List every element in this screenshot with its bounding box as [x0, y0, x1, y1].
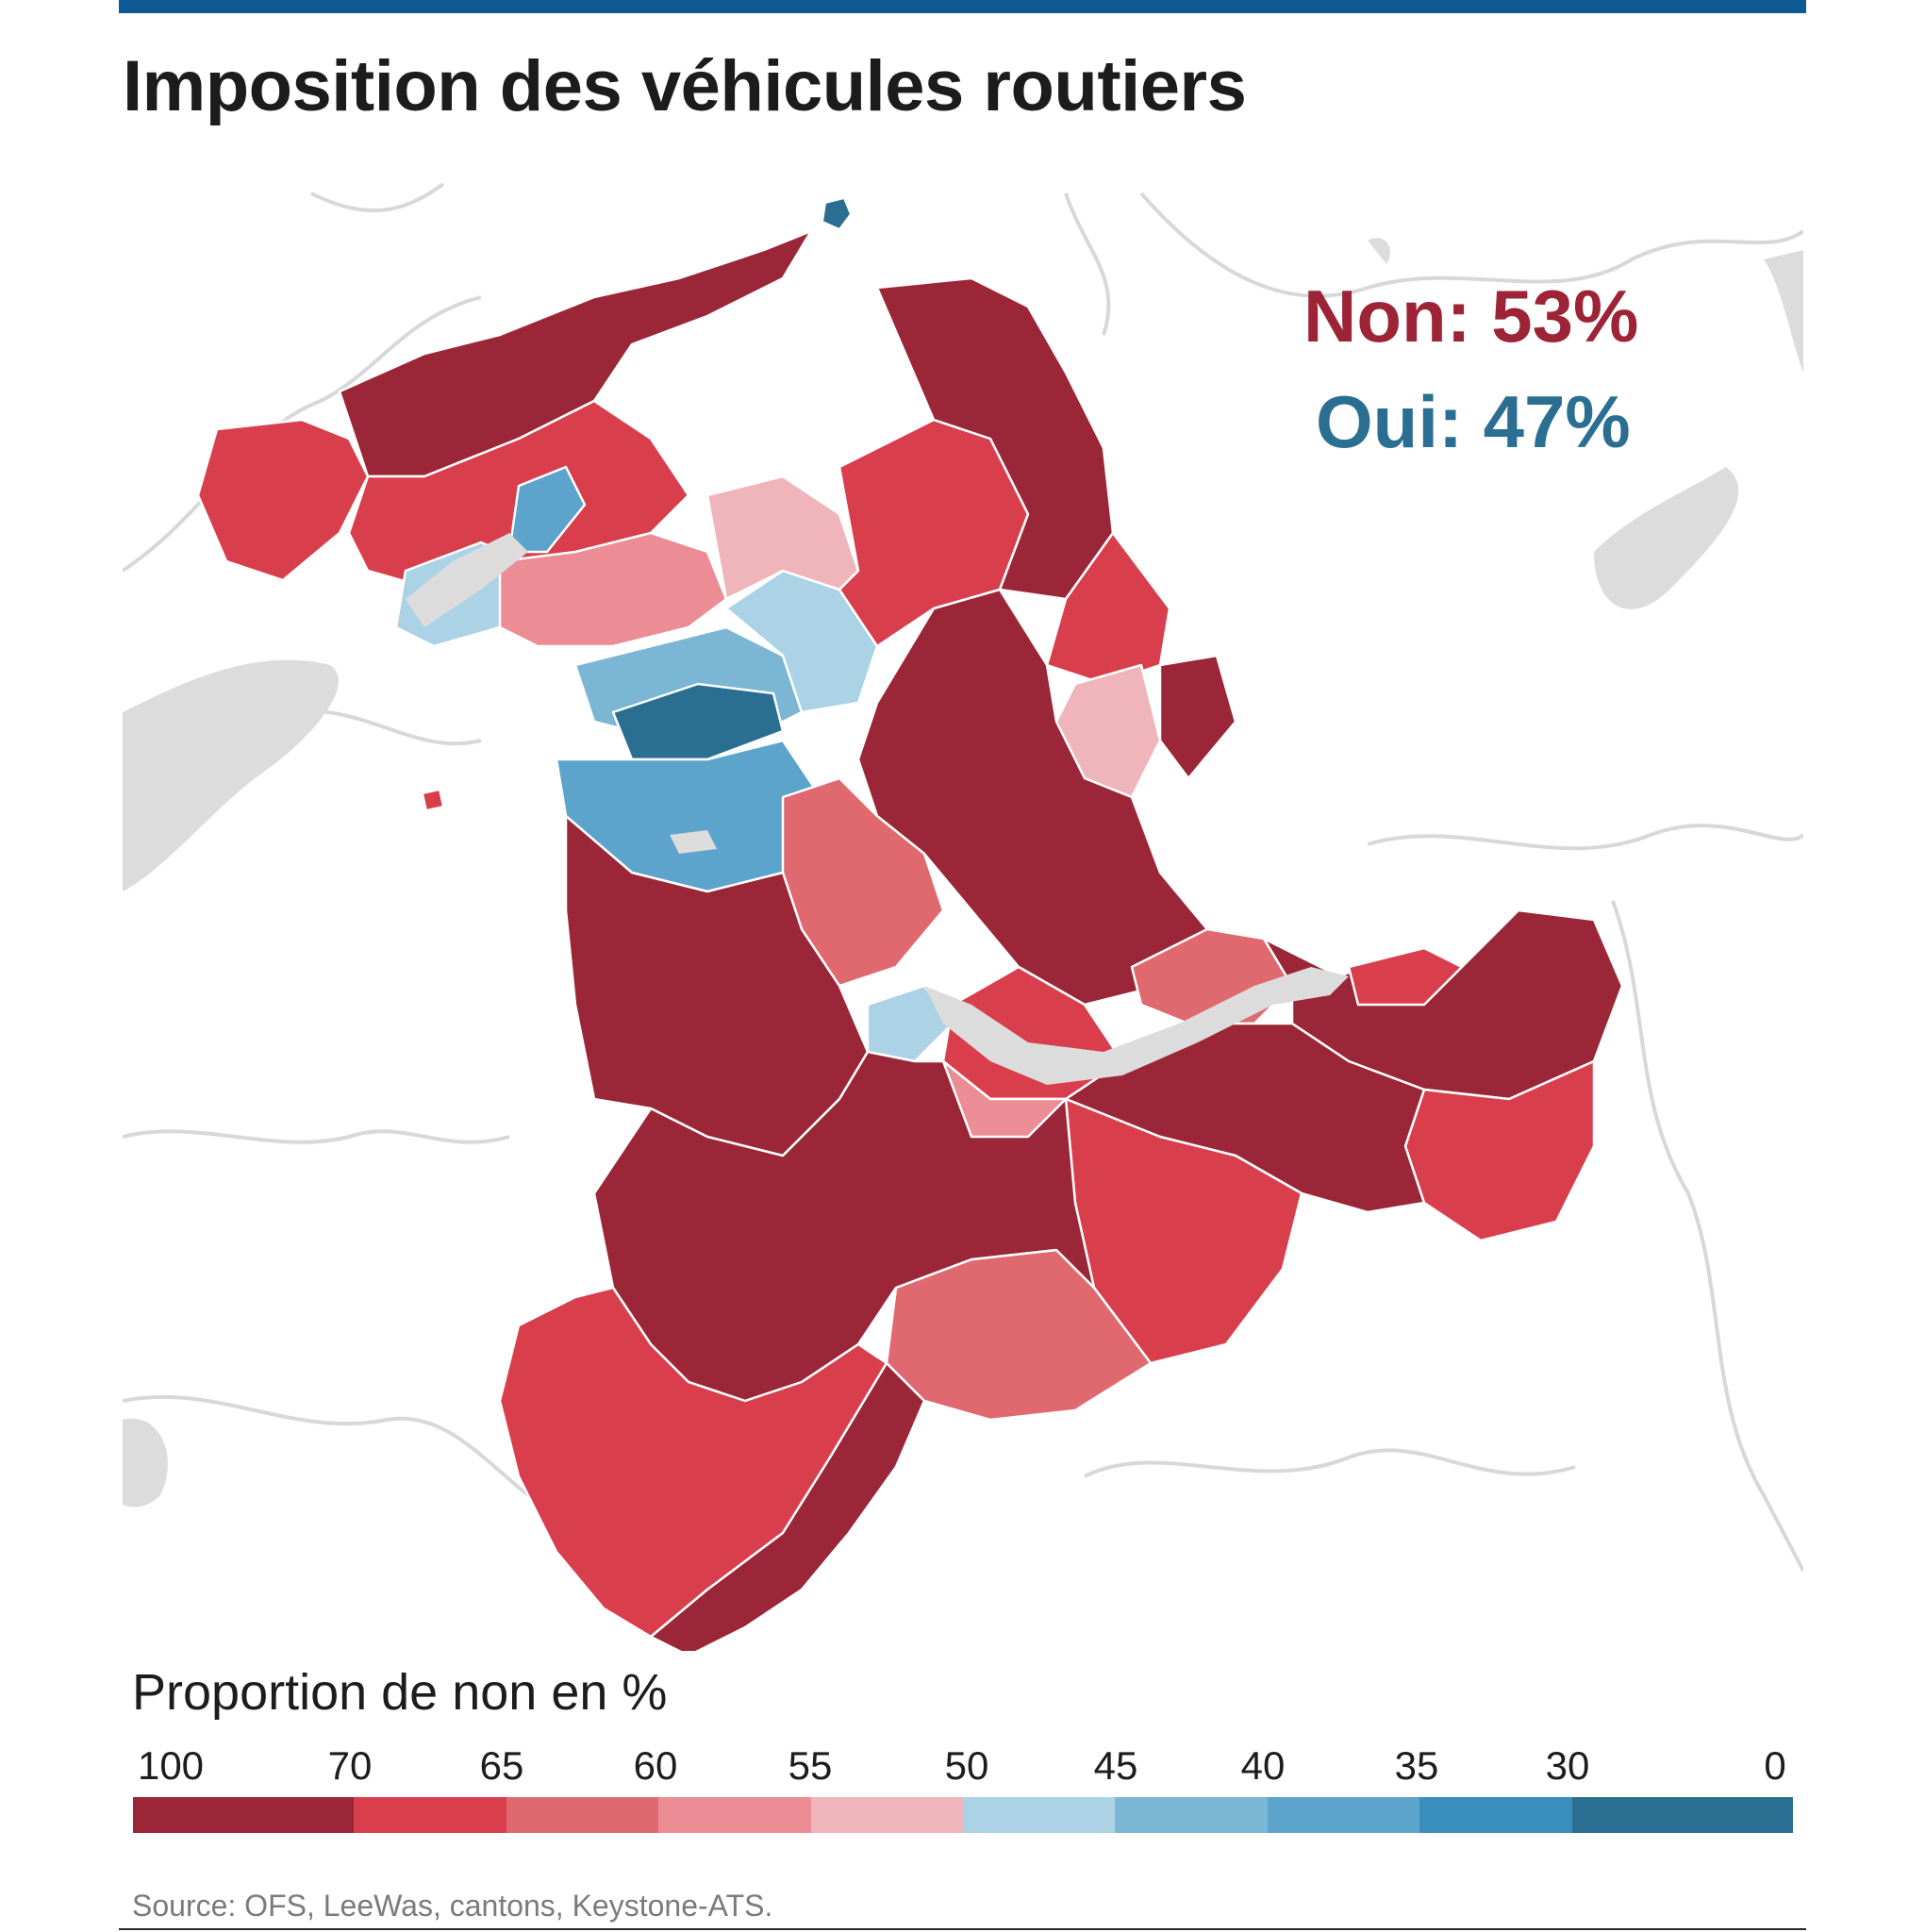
lake-wohlen-shape	[670, 830, 717, 854]
legend-swatch	[963, 1797, 1116, 1833]
legend-swatch	[1267, 1797, 1420, 1833]
legend-tick: 40	[1240, 1743, 1286, 1788]
background-borders	[123, 182, 1803, 1572]
lake-thun-brienz-shape	[924, 967, 1349, 1085]
result-yes-share: Oui: 47%	[1316, 380, 1631, 463]
exclaves	[421, 196, 853, 812]
brienz-red-region	[1347, 946, 1464, 1007]
saanen-south-region	[649, 1361, 926, 1651]
source-note: Source: OFS, LeeWas, cantons, Keystone-A…	[132, 1889, 773, 1923]
canton-regions	[196, 231, 1624, 1651]
page-title: Imposition des véhicules routiers	[123, 46, 1247, 126]
inner-lakes	[406, 533, 1349, 1085]
legend-tick: 45	[1093, 1743, 1138, 1788]
legend-swatch	[1115, 1797, 1268, 1833]
legend-ticks: 100 70 65 60 55 50 45 40 35 30 0	[0, 1743, 1925, 1800]
top-accent-bar	[119, 0, 1806, 13]
legend-swatch	[133, 1797, 355, 1833]
legend-tick: 65	[479, 1743, 524, 1788]
legend-tick: 0	[1764, 1743, 1786, 1788]
legend-tick: 35	[1394, 1743, 1439, 1788]
legend-title: Proportion de non en %	[132, 1664, 668, 1721]
legend-swatch	[658, 1797, 811, 1833]
legend-tick: 30	[1545, 1743, 1590, 1788]
legend-color-scale	[133, 1797, 1793, 1833]
emmental-east-region	[1158, 654, 1237, 780]
seeland-region	[498, 531, 728, 648]
legend-swatch	[810, 1797, 963, 1833]
legend-swatch	[1419, 1797, 1572, 1833]
jura-west-region	[196, 418, 370, 582]
result-no-share: Non: 53%	[1303, 275, 1639, 358]
legend-tick: 70	[327, 1743, 373, 1788]
legend-tick: 50	[944, 1743, 989, 1788]
legend-tick: 60	[633, 1743, 678, 1788]
exclave-west-red	[421, 788, 445, 812]
guerbetal-light-blue-region	[866, 984, 954, 1063]
bottom-rule	[119, 1928, 1806, 1930]
legend-tick: 55	[788, 1743, 833, 1788]
exclave-north-blue	[821, 196, 853, 231]
legend-swatch	[506, 1797, 659, 1833]
choropleth-map	[123, 156, 1803, 1651]
legend-swatch	[1571, 1797, 1793, 1833]
thun-lake-shore-region	[941, 1059, 1068, 1139]
legend-tick: 100	[137, 1743, 205, 1788]
lake-biel-shape	[406, 533, 528, 627]
legend-swatch	[354, 1797, 506, 1833]
